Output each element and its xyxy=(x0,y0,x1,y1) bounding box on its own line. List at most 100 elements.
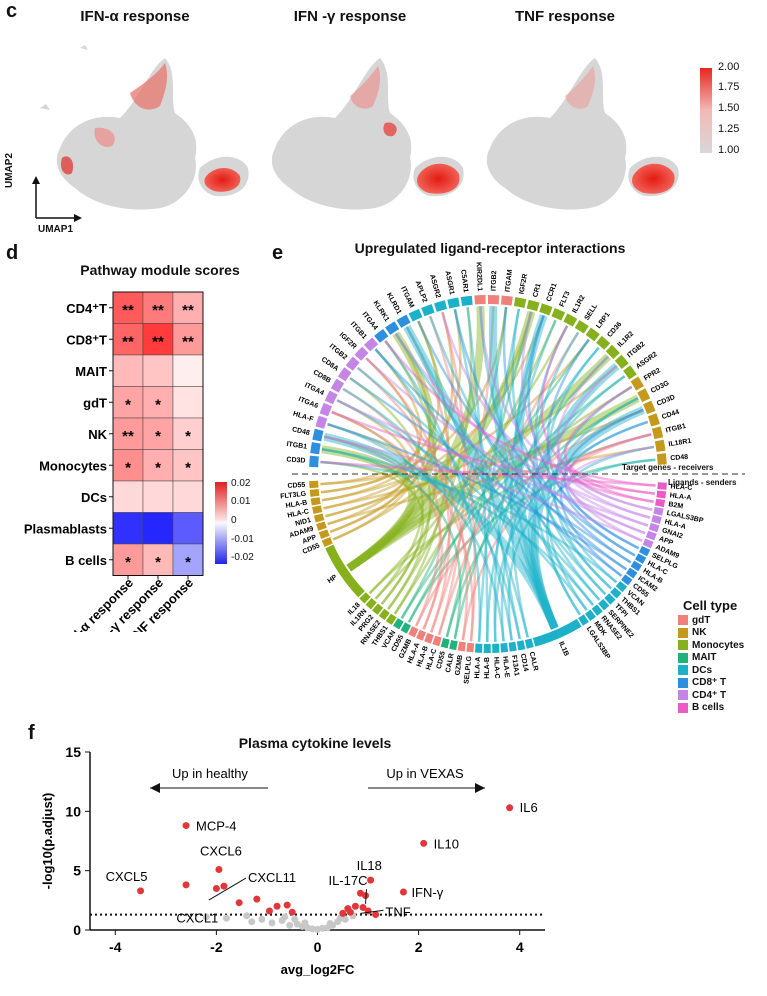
chord-link xyxy=(387,307,473,610)
receiver-label: APLP2 xyxy=(414,280,428,304)
ligand-segment xyxy=(645,530,657,541)
up-healthy-arrowhead xyxy=(150,783,160,793)
receiver-label: ITGAM xyxy=(399,286,415,310)
receiver-label: FPR2 xyxy=(643,367,662,382)
sig-point xyxy=(265,907,273,915)
chord-title: Upregulated ligand-receptor interactions xyxy=(354,240,626,256)
panel-c-label: c xyxy=(6,0,18,22)
ligand-label: IL1B xyxy=(557,641,569,658)
chord-link xyxy=(556,355,653,511)
ns-point xyxy=(308,925,316,933)
sig-point xyxy=(220,882,228,890)
chord-link xyxy=(569,433,654,503)
volcano-y-tick-label: 0 xyxy=(73,922,81,938)
chord-link xyxy=(327,422,505,642)
chord-link xyxy=(320,422,408,486)
umap-ifna xyxy=(40,45,249,210)
receiver-label: CD36 xyxy=(606,321,623,339)
ligand-label: NID1 xyxy=(295,517,312,528)
umap-colorbar xyxy=(700,68,712,153)
receiver-segment xyxy=(396,314,411,328)
sig-point xyxy=(288,908,296,916)
leader-line xyxy=(360,909,384,914)
heatmap-title: Pathway module scores xyxy=(80,262,240,278)
heatmap-star: ** xyxy=(122,428,134,445)
receiver-label: IGF2R xyxy=(338,331,358,350)
ligand-segment xyxy=(621,574,633,586)
legend-swatch xyxy=(678,677,688,688)
receiver-segment xyxy=(574,320,589,334)
chord-link xyxy=(509,315,545,638)
sig-point xyxy=(283,901,291,909)
umap-ifng xyxy=(271,58,464,210)
heatmap-star: ** xyxy=(152,302,164,319)
receiver-segment xyxy=(539,303,553,316)
heatmap-star: * xyxy=(155,459,161,476)
volcano-x-tick-label: -2 xyxy=(210,939,223,955)
heatmap-star: ** xyxy=(152,333,164,350)
ligand-label: FLT3LG xyxy=(280,491,307,501)
ligand-label: GZMB xyxy=(454,654,464,675)
umap-cb-tick-4: 1.00 xyxy=(718,144,740,156)
sig-point xyxy=(182,822,190,830)
heatmap-row-label: B cells xyxy=(65,553,107,568)
chord-link xyxy=(342,387,521,640)
chord-link xyxy=(346,331,437,572)
sig-point xyxy=(351,902,359,910)
ligand-label: HLA-E xyxy=(501,656,510,678)
chord-link xyxy=(321,338,590,502)
ligand-label: CD55 xyxy=(436,651,447,670)
ligand-label: CD14 xyxy=(519,653,529,672)
chord-link xyxy=(346,310,536,572)
point-label: IFN-γ xyxy=(411,885,443,900)
receiver-label: ITGA4 xyxy=(303,382,325,397)
heatmap-cell xyxy=(112,354,144,387)
chord-link xyxy=(545,445,655,616)
ligand-segment xyxy=(432,635,442,647)
ligand-segment xyxy=(416,629,427,641)
chord-link xyxy=(405,326,454,630)
chord-link xyxy=(329,311,454,534)
ligand-label: APP xyxy=(658,536,674,548)
chord-link xyxy=(400,375,626,619)
volcano-y-label: -log10(p.adjust) xyxy=(40,793,55,890)
receiver-label: KIR2DL1 xyxy=(475,262,483,292)
ligand-segment xyxy=(393,618,404,630)
receiver-label: ITGB2 xyxy=(626,341,646,360)
chord-link xyxy=(320,320,441,486)
ligand-segment xyxy=(655,498,666,508)
legend-item: MAIT xyxy=(678,652,744,665)
heatmap-cell xyxy=(142,386,174,419)
sig-point xyxy=(399,888,407,896)
sig-point xyxy=(506,804,514,812)
receiver-label: ASGR1 xyxy=(443,270,455,295)
legend-item: Monocytes xyxy=(678,639,744,652)
umap-cb-tick-1: 1.75 xyxy=(718,81,740,93)
sig-point xyxy=(182,881,190,889)
chord-link xyxy=(332,311,533,541)
chord-link xyxy=(321,445,417,572)
point-label: IL10 xyxy=(434,836,459,851)
ligand-segment xyxy=(440,637,450,649)
receiver-label: CD8B xyxy=(312,369,332,385)
ligand-label: CD55 xyxy=(287,482,305,490)
ligand-label: HLA-C xyxy=(670,483,692,491)
point-label: TNF xyxy=(385,904,410,919)
chord-link xyxy=(331,410,655,495)
chord-link xyxy=(393,320,450,615)
chord-link xyxy=(502,306,632,564)
ligand-segment xyxy=(591,604,603,616)
receiver-label: ITGB1 xyxy=(349,321,368,341)
panel-e-label: e xyxy=(272,242,284,264)
legend-swatch xyxy=(678,702,688,713)
ns-point xyxy=(319,924,327,932)
ligand-segment xyxy=(457,641,466,652)
ligand-segment xyxy=(385,613,397,625)
receiver-segment xyxy=(596,335,611,350)
chord-link xyxy=(430,306,495,633)
heatmap-row-label: Plasmablasts xyxy=(24,521,107,536)
receiver-label: HLA-F xyxy=(292,411,315,424)
chord-link xyxy=(437,331,580,636)
volcano-y-tick-label: 10 xyxy=(65,803,81,819)
ligand-segment xyxy=(615,580,628,593)
